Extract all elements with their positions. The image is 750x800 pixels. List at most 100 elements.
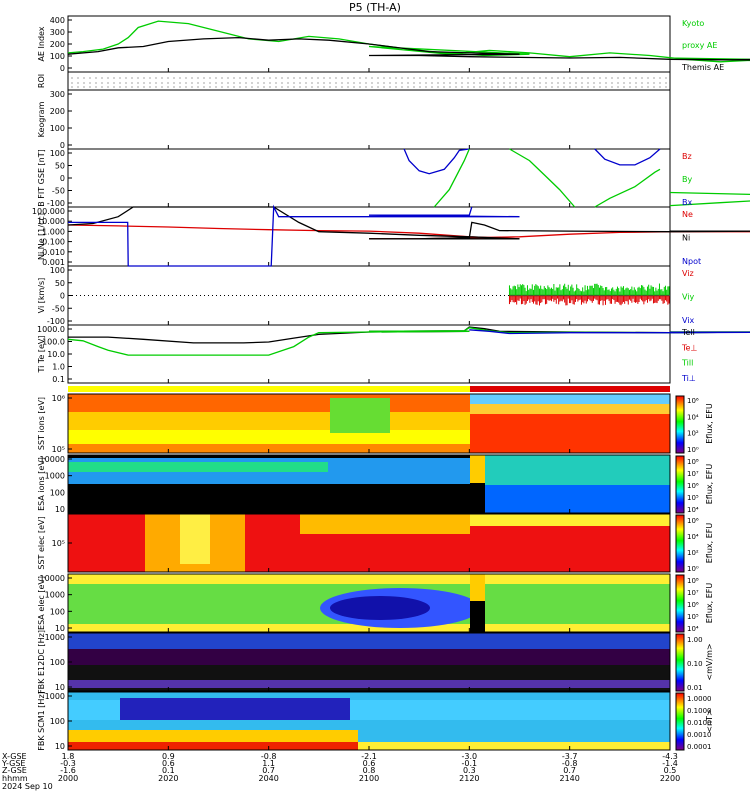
roi-dot xyxy=(443,77,444,78)
roi-dot xyxy=(185,77,186,78)
roi-dot xyxy=(557,77,558,78)
roi-dot xyxy=(161,82,162,83)
roi-dot xyxy=(575,82,576,83)
roi-dot xyxy=(527,82,528,83)
ytick-label: 10⁶ xyxy=(52,394,65,403)
roi-dot xyxy=(551,77,552,78)
ylabel-ae: AE Index xyxy=(37,26,46,61)
roi-dot xyxy=(545,77,546,78)
roi-dot xyxy=(155,86,156,87)
roi-dot xyxy=(341,86,342,87)
ytick-label: 0 xyxy=(60,292,65,301)
roi-dot xyxy=(647,82,648,83)
roi-dot xyxy=(557,86,558,87)
roi-dot xyxy=(197,77,198,78)
legend-entry: Ne xyxy=(682,210,693,219)
roi-dot xyxy=(203,77,204,78)
ytick-label: 1000.0 xyxy=(37,325,65,334)
roi-dot xyxy=(389,86,390,87)
roi-dot xyxy=(521,86,522,87)
roi-dot xyxy=(95,77,96,78)
roi-dot xyxy=(659,86,660,87)
roi-dot xyxy=(659,82,660,83)
roi-dot xyxy=(539,82,540,83)
roi-dot xyxy=(569,86,570,87)
roi-dot xyxy=(161,86,162,87)
roi-dot xyxy=(437,82,438,83)
roi-dot xyxy=(365,86,366,87)
roi-dot xyxy=(545,86,546,87)
roi-dot xyxy=(359,86,360,87)
roi-dot xyxy=(167,82,168,83)
zbar-tick-label: 10⁴ xyxy=(687,413,699,421)
roi-dot xyxy=(641,82,642,83)
roi-dot xyxy=(545,82,546,83)
plot-title: P5 (TH-A) xyxy=(349,1,401,14)
roi-dot xyxy=(455,77,456,78)
roi-dot xyxy=(119,82,120,83)
roi-dot xyxy=(101,86,102,87)
fbk-e-spectrogram xyxy=(68,633,670,691)
roi-dot xyxy=(101,77,102,78)
roi-dot xyxy=(587,82,588,83)
roi-dot xyxy=(383,77,384,78)
roi-dot xyxy=(257,77,258,78)
roi-dot xyxy=(323,82,324,83)
ytick-label: 10⁵ xyxy=(52,539,65,548)
roi-dot xyxy=(281,82,282,83)
roi-dot xyxy=(647,86,648,87)
roi-dot xyxy=(227,82,228,83)
roi-dot xyxy=(179,86,180,87)
series-line-bfield xyxy=(595,149,660,165)
roi-dot xyxy=(497,82,498,83)
sst-ions-spectrogram xyxy=(68,394,670,453)
roi-dot xyxy=(479,86,480,87)
zbar-tick-label: 10⁶ xyxy=(687,482,699,490)
roi-dot xyxy=(203,86,204,87)
roi-dot xyxy=(635,82,636,83)
roi-dot xyxy=(443,86,444,87)
zbar-tick-label: 0.10 xyxy=(687,660,703,668)
status-bar-red xyxy=(470,386,670,392)
ytick-label: 1.0 xyxy=(52,363,65,372)
ytick-label: 1.000 xyxy=(42,227,65,236)
roi-dot xyxy=(449,82,450,83)
roi-dot xyxy=(665,77,666,78)
roi-dot xyxy=(371,77,372,78)
roi-dot xyxy=(317,86,318,87)
roi-dot xyxy=(569,82,570,83)
roi-dot xyxy=(593,86,594,87)
roi-dot xyxy=(497,86,498,87)
roi-dot xyxy=(125,77,126,78)
roi-dot xyxy=(347,77,348,78)
zbar-tick-label: 10⁰ xyxy=(687,446,699,454)
roi-dot xyxy=(197,82,198,83)
roi-dot xyxy=(227,86,228,87)
roi-dot xyxy=(611,77,612,78)
roi-dot xyxy=(359,82,360,83)
roi-dot xyxy=(221,82,222,83)
roi-dot xyxy=(251,86,252,87)
roi-dot xyxy=(329,77,330,78)
roi-dot xyxy=(221,77,222,78)
roi-dot xyxy=(335,86,336,87)
zbar-tick-label: 10⁷ xyxy=(687,470,699,478)
roi-dot xyxy=(311,77,312,78)
roi-dot xyxy=(551,82,552,83)
roi-dot xyxy=(89,82,90,83)
roi-dot xyxy=(353,86,354,87)
roi-dot xyxy=(77,82,78,83)
roi-dot xyxy=(389,82,390,83)
roi-dot xyxy=(359,77,360,78)
zbar-tick-label: 0.1000 xyxy=(687,707,712,715)
roi-dot xyxy=(515,77,516,78)
roi-dot xyxy=(137,77,138,78)
roi-dot xyxy=(341,82,342,83)
roi-dot xyxy=(575,86,576,87)
roi-dot xyxy=(293,77,294,78)
ytick-label: 10 xyxy=(55,742,65,751)
ytick-label: 1000 xyxy=(45,692,65,701)
roi-dot xyxy=(287,77,288,78)
roi-dot xyxy=(173,86,174,87)
legend-entry: Vix xyxy=(682,316,695,325)
